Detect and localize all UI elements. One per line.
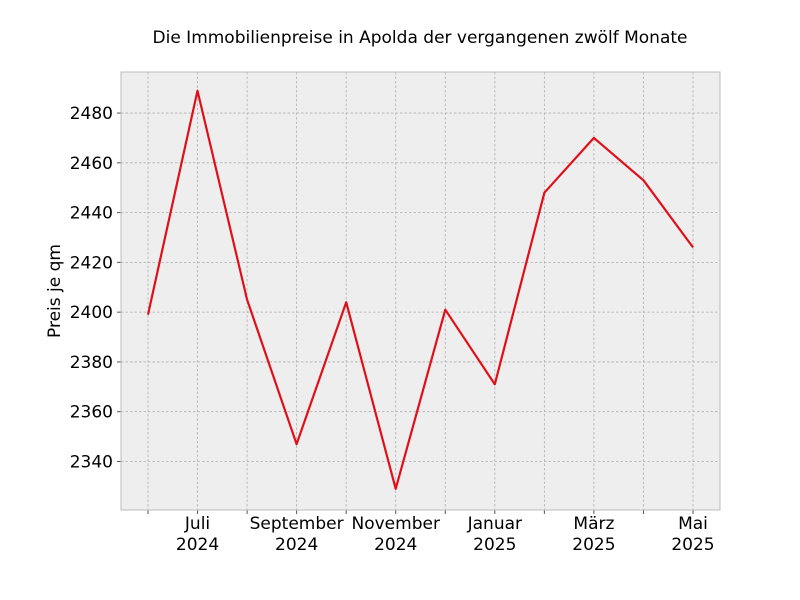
- y-tick-label: 2440: [70, 204, 113, 224]
- y-tick-label: 2460: [70, 154, 113, 174]
- x-tick-label: Januar: [467, 514, 522, 534]
- y-axis-ticks: 2340 2360 2380 2400 2420 2440 2460 2480: [70, 104, 121, 472]
- y-tick-label: 2400: [70, 303, 113, 323]
- y-tick-label: 2480: [70, 104, 113, 124]
- y-tick-label: 2380: [70, 353, 113, 373]
- chart-title: Die Immobilienpreise in Apolda der verga…: [153, 28, 688, 48]
- grid-lines: [121, 72, 720, 510]
- x-tick-label: 2025: [671, 535, 714, 555]
- y-tick-label: 2420: [70, 253, 113, 273]
- y-axis-label: Preis je qm: [45, 244, 65, 338]
- x-tick-label: Juli: [184, 514, 210, 534]
- y-tick-label: 2360: [70, 403, 113, 423]
- x-tick-label: März: [573, 514, 614, 534]
- x-tick-label: 2024: [275, 535, 318, 555]
- x-tick-label: 2024: [176, 535, 219, 555]
- x-tick-label: 2025: [473, 535, 516, 555]
- series-line: [146, 89, 694, 490]
- x-tick-label: 2024: [374, 535, 417, 555]
- x-tick-label: Mai: [678, 514, 708, 534]
- plot-area: [121, 72, 720, 510]
- series-lines: [146, 89, 694, 490]
- plot-frame: [120, 71, 721, 511]
- x-tick-label: September: [250, 514, 344, 534]
- y-tick-label: 2340: [70, 452, 113, 472]
- x-axis-ticks: Juli2024September2024November2024Januar2…: [147, 510, 715, 555]
- x-tick-label: November: [352, 514, 440, 534]
- x-tick-label: 2025: [572, 535, 615, 555]
